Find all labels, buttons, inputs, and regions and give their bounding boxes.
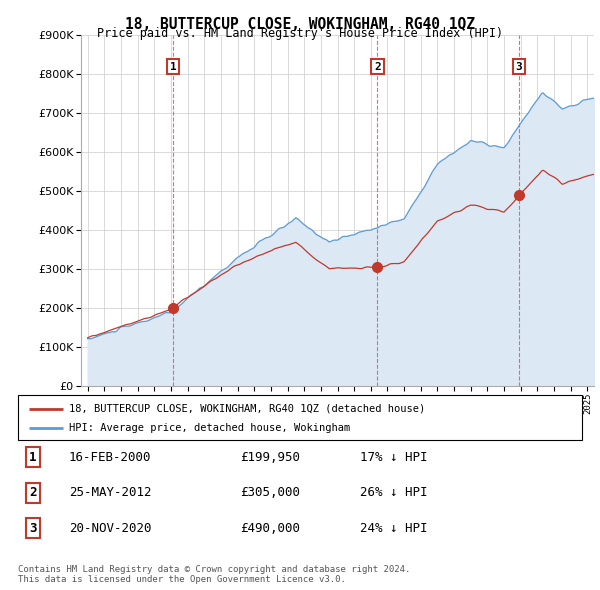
Text: Price paid vs. HM Land Registry's House Price Index (HPI): Price paid vs. HM Land Registry's House … — [97, 27, 503, 40]
Text: 16-FEB-2000: 16-FEB-2000 — [69, 451, 151, 464]
Text: 20-NOV-2020: 20-NOV-2020 — [69, 522, 151, 535]
Text: 3: 3 — [29, 522, 37, 535]
Text: £305,000: £305,000 — [240, 486, 300, 499]
Text: £199,950: £199,950 — [240, 451, 300, 464]
Text: HPI: Average price, detached house, Wokingham: HPI: Average price, detached house, Woki… — [69, 424, 350, 434]
Text: 18, BUTTERCUP CLOSE, WOKINGHAM, RG40 1QZ: 18, BUTTERCUP CLOSE, WOKINGHAM, RG40 1QZ — [125, 17, 475, 31]
Text: 2: 2 — [29, 486, 37, 499]
Text: 1: 1 — [29, 451, 37, 464]
Text: Contains HM Land Registry data © Crown copyright and database right 2024.
This d: Contains HM Land Registry data © Crown c… — [18, 565, 410, 584]
Text: 18, BUTTERCUP CLOSE, WOKINGHAM, RG40 1QZ (detached house): 18, BUTTERCUP CLOSE, WOKINGHAM, RG40 1QZ… — [69, 404, 425, 414]
Text: 2: 2 — [374, 61, 381, 71]
Text: 1: 1 — [170, 61, 176, 71]
Text: 3: 3 — [515, 61, 523, 71]
Text: 25-MAY-2012: 25-MAY-2012 — [69, 486, 151, 499]
Text: £490,000: £490,000 — [240, 522, 300, 535]
Text: 26% ↓ HPI: 26% ↓ HPI — [360, 486, 427, 499]
Text: 24% ↓ HPI: 24% ↓ HPI — [360, 522, 427, 535]
Text: 17% ↓ HPI: 17% ↓ HPI — [360, 451, 427, 464]
FancyBboxPatch shape — [18, 395, 582, 440]
